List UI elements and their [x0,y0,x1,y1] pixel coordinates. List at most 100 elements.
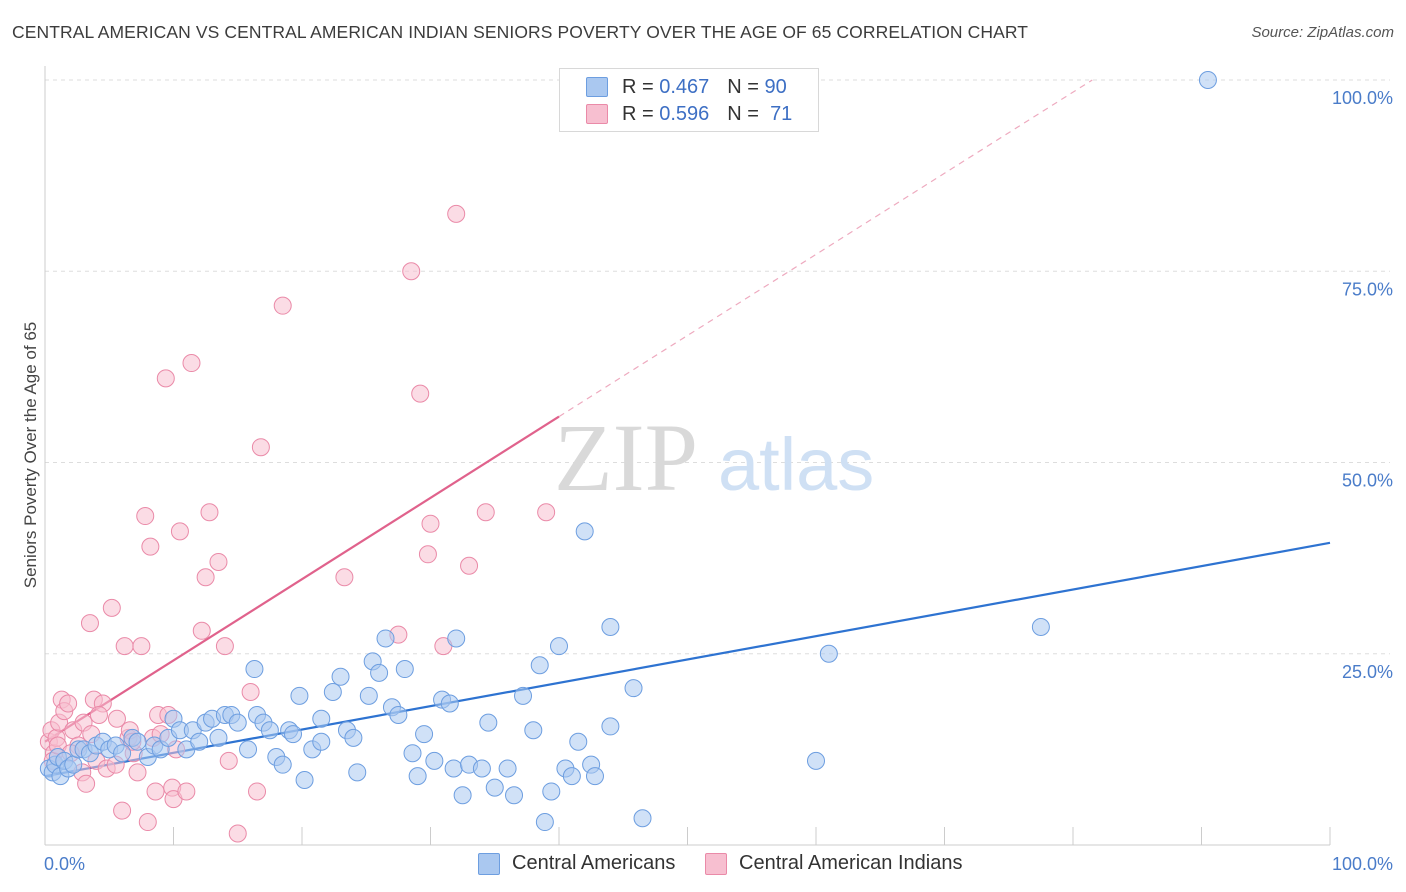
data-point-central-american-indians [128,763,147,782]
data-point-central-americans [535,813,554,832]
data-point-central-american-indians [251,438,270,457]
source-label: Source: ZipAtlas.com [1251,24,1394,41]
data-point-central-americans [113,744,132,763]
data-point-central-americans [819,644,838,663]
data-point-central-american-indians [77,774,96,793]
legend-n-label: N = [727,102,759,125]
data-point-central-americans [331,667,350,686]
data-point-central-americans [633,809,652,828]
data-point-central-american-indians [402,262,421,281]
data-point-central-americans [295,770,314,789]
data-point-central-american-indians [460,556,479,575]
data-point-central-americans [290,686,309,705]
data-point-central-american-indians [209,552,228,571]
legend-r-label: R = [622,75,654,98]
trend-line-central-americans [44,541,1331,778]
legend-swatch-pink [586,104,608,124]
data-point-central-american-indians [102,598,121,617]
y-tick-label: 50.0% [1342,471,1393,491]
data-point-central-american-indians [215,637,234,656]
data-point-central-american-indians [192,621,211,640]
data-point-central-american-indians [146,782,165,801]
data-point-central-american-indians [136,507,155,526]
data-point-central-american-indians [421,514,440,533]
watermark-atlas: atlas [718,423,874,506]
data-point-central-american-indians [89,705,108,724]
data-point-central-americans [624,679,643,698]
data-point-central-americans [562,767,581,786]
y-tick-label: 100.0% [1332,88,1393,108]
data-point-central-americans [505,786,524,805]
data-point-central-americans [1198,71,1217,89]
y-tick-label: 75.0% [1342,279,1393,299]
data-point-central-american-indians [113,801,132,820]
data-point-central-american-indians [156,369,175,388]
data-point-central-americans [575,522,594,541]
legend: R = 0.467 N = 90 R = 0.596 N = 71 [559,68,819,132]
data-point-central-americans [284,725,303,744]
data-point-central-americans [403,744,422,763]
data-point-central-americans [585,767,604,786]
data-point-central-american-indians [182,354,201,373]
data-point-central-american-indians [411,384,430,403]
data-point-central-americans [312,709,331,728]
data-point-central-american-indians [170,522,189,541]
data-point-central-american-indians [273,296,292,315]
data-point-central-americans [370,663,389,682]
bottom-legend-swatch-blue [478,852,500,875]
data-point-central-american-indians [200,503,219,522]
trend-line-central-american-indians [44,415,560,743]
data-point-central-americans [569,732,588,751]
bottom-legend-swatch-pink [705,852,727,875]
data-point-central-americans [245,660,264,679]
data-point-central-americans [209,728,228,747]
data-point-central-americans [190,732,209,751]
data-point-central-american-indians [138,813,157,832]
legend-row-blue: R = 0.467 N = 90 [586,75,787,99]
data-point-central-american-indians [335,568,354,587]
data-point-central-americans [408,767,427,786]
data-point-central-americans [359,686,378,705]
data-point-central-americans [64,755,83,774]
data-point-central-americans [348,763,367,782]
y-tick-labels: 25.0% 50.0% 75.0% 100.0% [1332,88,1393,682]
data-point-central-american-indians [476,503,495,522]
watermark-zip: ZIP [554,404,698,511]
data-point-central-american-indians [219,751,238,770]
data-point-central-american-indians [537,503,556,522]
data-point-central-americans [376,629,395,648]
data-point-central-americans [239,740,258,759]
data-point-central-americans [425,751,444,770]
data-point-central-american-indians [196,568,215,587]
data-point-central-americans [440,694,459,713]
x-tick-label: 100.0% [1332,854,1393,874]
data-point-central-american-indians [228,824,247,843]
data-point-central-americans [453,786,472,805]
legend-r-value-pink: 0.596 [659,102,710,125]
data-point-central-americans [444,759,463,778]
data-point-central-american-indians [80,614,99,633]
data-point-central-americans [323,683,342,701]
data-point-central-americans [260,721,279,740]
legend-n-value-blue: 90 [764,75,787,98]
data-point-central-americans [395,660,414,679]
data-point-central-americans [601,717,620,736]
x-tick-label: 0.0% [44,854,85,874]
bottom-legend-central-americans: Central Americans [478,852,675,875]
data-point-central-americans [530,656,549,675]
data-point-central-american-indians [132,637,151,656]
axes [44,66,1331,846]
trend-lines [44,79,1331,778]
data-point-central-americans [472,759,491,778]
data-point-central-americans [273,755,292,774]
data-point-central-americans [1031,617,1050,636]
data-point-central-americans [128,732,147,751]
data-point-central-american-indians [418,545,437,564]
bottom-legend: Central Americans Central American India… [0,852,1406,878]
data-point-central-americans [524,721,543,740]
legend-r-value-blue: 0.467 [659,75,710,98]
data-point-central-americans [498,759,517,778]
data-point-central-americans [228,713,247,732]
data-point-central-americans [415,725,434,744]
data-point-central-americans [542,782,561,801]
